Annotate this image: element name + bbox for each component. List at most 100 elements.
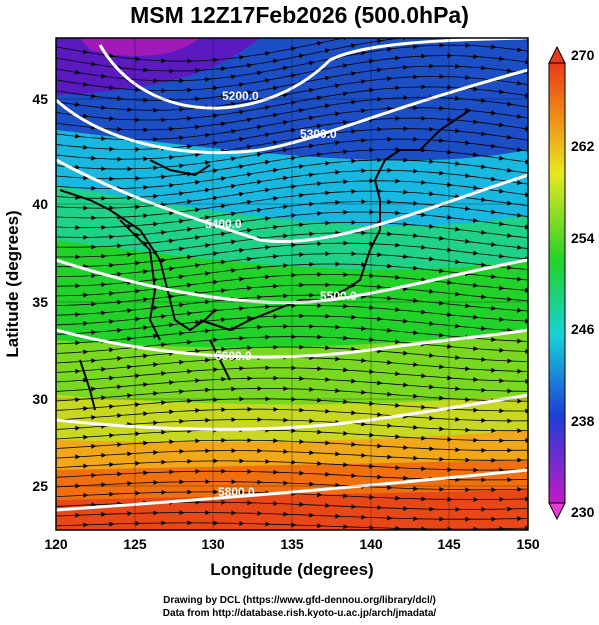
- x-tick-label-125: 125: [123, 536, 147, 552]
- wind-arrow: [194, 179, 201, 185]
- wind-arrow: [247, 256, 253, 262]
- wind-arrow: [265, 216, 271, 222]
- wind-arrow: [74, 101, 81, 107]
- wind-arrow: [299, 163, 305, 169]
- contour-label-5600: 5600.0: [215, 349, 252, 363]
- wind-arrow: [473, 152, 479, 158]
- coastlines: [59, 109, 471, 411]
- wind-arrow: [350, 43, 357, 49]
- wind-arrow: [507, 233, 513, 239]
- wind-arrow: [272, 85, 279, 91]
- wind-arrow: [205, 187, 211, 193]
- wind-arrow: [272, 167, 279, 173]
- contour-5200: [98, 38, 528, 110]
- colorbar-bottom-arrow: [548, 502, 566, 521]
- x-tick-label-120: 120: [44, 536, 68, 552]
- wind-arrow: [247, 227, 253, 233]
- wind-arrow: [187, 143, 193, 149]
- contour-5500: [56, 258, 528, 305]
- wind-arrow: [264, 187, 271, 193]
- wind-arrow: [221, 259, 227, 265]
- wind-arrow: [376, 38, 383, 44]
- wind-arrow: [473, 250, 479, 256]
- wind-arrow: [282, 65, 289, 71]
- wind-arrow: [369, 58, 375, 64]
- wind-arrow: [264, 159, 271, 165]
- wind-arrow: [246, 144, 253, 150]
- wind-arrow: [213, 279, 219, 285]
- wind-arrow: [387, 46, 393, 52]
- colorbar-label-246: 246: [571, 321, 595, 337]
- wind-arrow: [273, 195, 279, 201]
- wind-arrow: [256, 70, 263, 76]
- contour-label-5800: 5800.0: [218, 485, 255, 499]
- wind-arrow: [230, 239, 237, 245]
- wind-arrow: [204, 160, 211, 166]
- wind-arrow: [256, 152, 263, 157]
- map-grid: [56, 38, 528, 530]
- wind-arrow: [335, 111, 341, 117]
- wind-arrow: [480, 164, 487, 170]
- wind-arrow: [91, 93, 97, 99]
- contour-5400: [56, 158, 528, 244]
- colorbar-top-arrow: [548, 45, 566, 64]
- wind-arrow: [481, 229, 487, 235]
- wind-arrow: [490, 143, 497, 149]
- wind-arrow: [256, 124, 263, 130]
- wind-arrow: [491, 241, 497, 247]
- wind-arrow: [351, 99, 357, 105]
- wind-arrow: [256, 97, 263, 103]
- y-tick-label-25: 25: [32, 478, 48, 494]
- credits: Drawing by DCL (https://www.gfd-dennou.o…: [0, 594, 599, 620]
- wind-arrow: [179, 218, 185, 224]
- contour-label-5300: 5300.0: [300, 127, 337, 141]
- wind-arrow: [220, 203, 227, 209]
- wind-arrow: [246, 117, 253, 123]
- wind-arrow: [455, 226, 461, 232]
- wind-arrow: [239, 54, 245, 60]
- wind-arrow: [517, 212, 523, 218]
- wind-arrow: [516, 80, 523, 86]
- wind-arrow: [506, 167, 513, 173]
- wind-arrow: [298, 53, 305, 59]
- wind-arrow: [220, 148, 227, 154]
- wind-arrow: [221, 93, 227, 99]
- wind-arrow: [324, 103, 331, 109]
- wind-arrow: [230, 156, 237, 162]
- wind-arrow: [282, 92, 289, 98]
- wind-arrow: [342, 63, 349, 69]
- wind-arrow: [308, 87, 315, 93]
- wind-arrow: [83, 113, 89, 119]
- wind-arrow: [473, 217, 479, 223]
- x-tick-label-145: 145: [437, 536, 461, 552]
- wind-arrow: [282, 147, 289, 153]
- wind-arrow: [465, 238, 471, 244]
- wind-arrow: [246, 90, 253, 96]
- contour-labels: 5200.0 5300.0 5400.0 5500.0 5600.0 5800.…: [205, 89, 357, 499]
- wind-arrow: [187, 199, 193, 205]
- wind-arrow: [473, 282, 479, 288]
- wind-arrow: [187, 254, 193, 260]
- wind-arrow: [83, 81, 89, 87]
- wind-arrow: [238, 191, 245, 197]
- wind-arrow: [439, 300, 445, 306]
- colorbar: 270 262 254 246 238 230: [548, 45, 595, 521]
- wind-arrow: [246, 172, 253, 177]
- contour-5300: [56, 68, 528, 154]
- wind-arrow: [220, 231, 227, 237]
- y-axis: 25 30 35 40 45 Latitude (degrees): [3, 91, 48, 494]
- wind-arrow: [309, 143, 315, 149]
- wind-arrow: [324, 48, 331, 54]
- wind-arrow: [499, 89, 505, 95]
- wind-arrow: [169, 238, 175, 244]
- wind-arrow: [499, 253, 505, 259]
- wind-arrow: [272, 112, 279, 118]
- wind-arrow: [316, 41, 323, 46]
- wind-arrow: [396, 28, 400, 29]
- x-axis-label: Longitude (degrees): [210, 560, 373, 579]
- wind-arrow: [239, 247, 245, 253]
- x-tick-label-140: 140: [359, 536, 383, 552]
- wind-arrow: [360, 79, 367, 85]
- wind-arrow: [272, 140, 279, 146]
